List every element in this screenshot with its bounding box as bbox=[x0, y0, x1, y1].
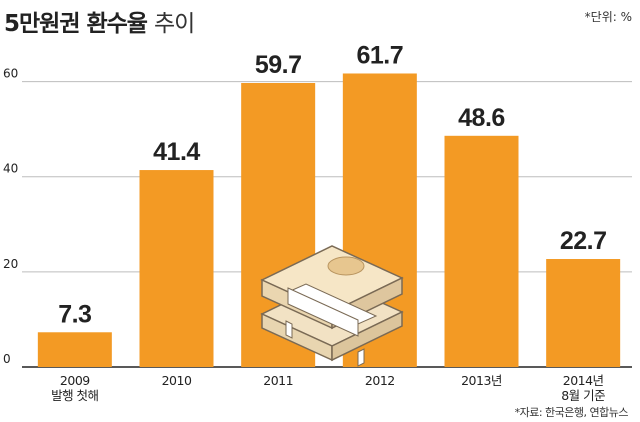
x-tick-label: 2012 bbox=[365, 373, 395, 388]
bar-layer bbox=[37, 73, 621, 368]
bar bbox=[546, 259, 621, 367]
y-tick-label: 0 bbox=[3, 352, 11, 366]
chart-title: 5만원권 환수율 추이 bbox=[4, 4, 195, 38]
data-label: 59.7 bbox=[255, 51, 302, 79]
x-tick-label: 2011 bbox=[263, 373, 293, 388]
bar bbox=[444, 135, 519, 367]
chart-title-sub: 추이 bbox=[154, 11, 195, 37]
x-tick-label: 2009 bbox=[60, 373, 90, 388]
data-label: 7.3 bbox=[58, 300, 91, 328]
data-label: 41.4 bbox=[153, 138, 200, 166]
source-note: *자료: 한국은행, 연합뉴스 bbox=[514, 406, 629, 419]
bar bbox=[37, 332, 112, 367]
data-label: 61.7 bbox=[356, 41, 403, 69]
x-tick-label: 2013년 bbox=[461, 373, 502, 388]
x-tick-label: 2014년 bbox=[563, 373, 604, 388]
bar bbox=[139, 170, 214, 367]
x-tick-label: 2010 bbox=[162, 373, 192, 388]
x-tick-label: 발행 첫해 bbox=[51, 388, 98, 403]
data-label: 22.7 bbox=[560, 227, 607, 255]
y-tick-label: 20 bbox=[3, 257, 18, 271]
x-tick-label: 8월 기준 bbox=[561, 388, 605, 403]
y-tick-label: 40 bbox=[3, 162, 18, 176]
y-tick-label: 60 bbox=[3, 67, 18, 81]
unit-note: *단위: % bbox=[584, 10, 632, 24]
data-label: 48.6 bbox=[458, 104, 505, 132]
chart-title-main: 5만원권 환수율 bbox=[4, 11, 148, 37]
money-stack-illustration bbox=[260, 245, 404, 367]
